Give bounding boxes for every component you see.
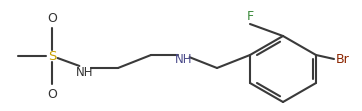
Text: Br: Br <box>336 53 350 65</box>
Text: O: O <box>47 12 57 25</box>
Text: NH: NH <box>76 65 94 78</box>
Text: S: S <box>48 50 56 62</box>
Text: NH: NH <box>175 53 193 65</box>
Text: O: O <box>47 87 57 100</box>
Text: F: F <box>247 10 253 23</box>
